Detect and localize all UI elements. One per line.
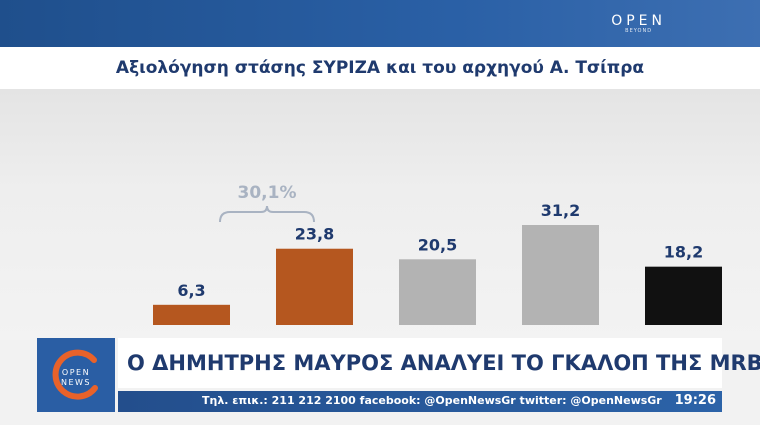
logo-text-main: OPEN <box>611 13 666 29</box>
bar-value-label-4: 18,2 <box>664 243 703 262</box>
headline-bar: Ο ΔΗΜΗΤΡΗΣ ΜΑΥΡΟΣ ΑΝΑΛΥΕΙ ΤΟ ΓΚΑΛΟΠ ΤΗΣ … <box>118 338 760 388</box>
bar-chart: 6,3 23,8 20,5 31,2 18,2 30,1% <box>153 183 722 325</box>
open-beyond-logo: OPEN BEYOND <box>611 14 666 35</box>
top-banner: OPEN BEYOND <box>0 0 760 47</box>
ticker-text: Τηλ. επικ.: 211 212 2100 facebook: @Open… <box>202 394 662 407</box>
ticker-bar: Τηλ. επικ.: 211 212 2100 facebook: @Open… <box>118 391 722 412</box>
bar-0 <box>153 304 230 325</box>
chart-area: 6,3 23,8 20,5 31,2 18,2 30,1% <box>0 89 760 340</box>
bar-2 <box>399 259 476 325</box>
annotation-label: 30,1% <box>238 183 297 203</box>
bar-value-label-3: 31,2 <box>541 201 580 220</box>
chart-title: Αξιολόγηση στάσης ΣΥΡΙΖΑ και του αρχηγού… <box>115 58 645 78</box>
open-news-logo-icon: OPEN NEWS <box>52 349 98 400</box>
open-news-logo-box: OPEN NEWS <box>37 338 115 412</box>
logo-line1: OPEN <box>62 368 90 377</box>
bar-value-label-2: 20,5 <box>418 235 457 254</box>
headline-text: Ο ΔΗΜΗΤΡΗΣ ΜΑΥΡΟΣ ΑΝΑΛΥΕΙ ΤΟ ΓΚΑΛΟΠ ΤΗΣ … <box>127 351 760 375</box>
clock-time: 19:26 <box>674 393 716 408</box>
bar-1 <box>276 248 353 325</box>
annotation-brace <box>219 205 315 223</box>
logo-text-sub: BEYOND <box>625 28 653 34</box>
bar-4 <box>645 266 722 325</box>
bar-value-label-1: 23,8 <box>295 225 334 244</box>
bar-3 <box>522 225 599 325</box>
logo-line2: NEWS <box>61 378 91 387</box>
chart-title-bar: Αξιολόγηση στάσης ΣΥΡΙΖΑ και του αρχηγού… <box>0 47 760 89</box>
bar-value-label-0: 6,3 <box>177 281 205 300</box>
